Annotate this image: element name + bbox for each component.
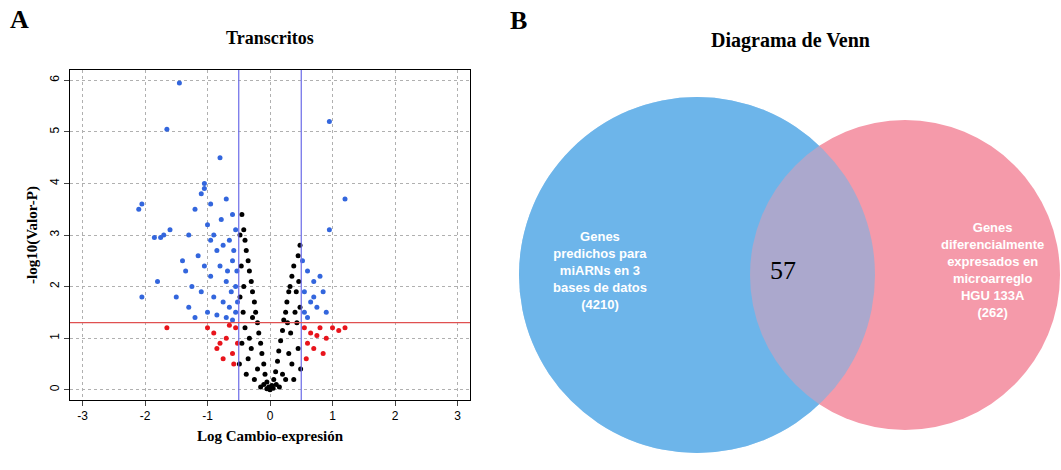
svg-text:6: 6 [48, 75, 62, 82]
svg-text:Diagrama de Venn: Diagrama de Venn [711, 29, 870, 52]
svg-text:Genesdiferencialmenteexpresado: Genesdiferencialmenteexpresados enmicroa… [941, 220, 1044, 320]
svg-text:1: 1 [329, 409, 336, 423]
svg-text:0: 0 [267, 409, 274, 423]
svg-text:Genespredichos paramiARNs en 3: Genespredichos paramiARNs en 3bases de d… [553, 229, 647, 312]
svg-text:-2: -2 [140, 409, 151, 423]
svg-text:2: 2 [48, 281, 62, 288]
svg-text:B: B [510, 6, 527, 35]
svg-text:2: 2 [392, 409, 399, 423]
svg-text:0: 0 [48, 384, 62, 391]
svg-text:-log10(Valor-P): -log10(Valor-P) [24, 186, 41, 284]
svg-text:3: 3 [48, 230, 62, 237]
svg-text:5: 5 [48, 126, 62, 133]
svg-text:1: 1 [48, 333, 62, 340]
svg-text:3: 3 [454, 409, 461, 423]
svg-text:A: A [10, 5, 29, 34]
svg-text:-1: -1 [202, 409, 213, 423]
svg-text:Transcritos: Transcritos [226, 28, 314, 48]
svg-text:4: 4 [48, 178, 62, 185]
svg-text:-3: -3 [77, 409, 88, 423]
svg-text:Log Cambio-expresión: Log Cambio-expresión [197, 428, 344, 444]
svg-text:57: 57 [770, 256, 796, 285]
